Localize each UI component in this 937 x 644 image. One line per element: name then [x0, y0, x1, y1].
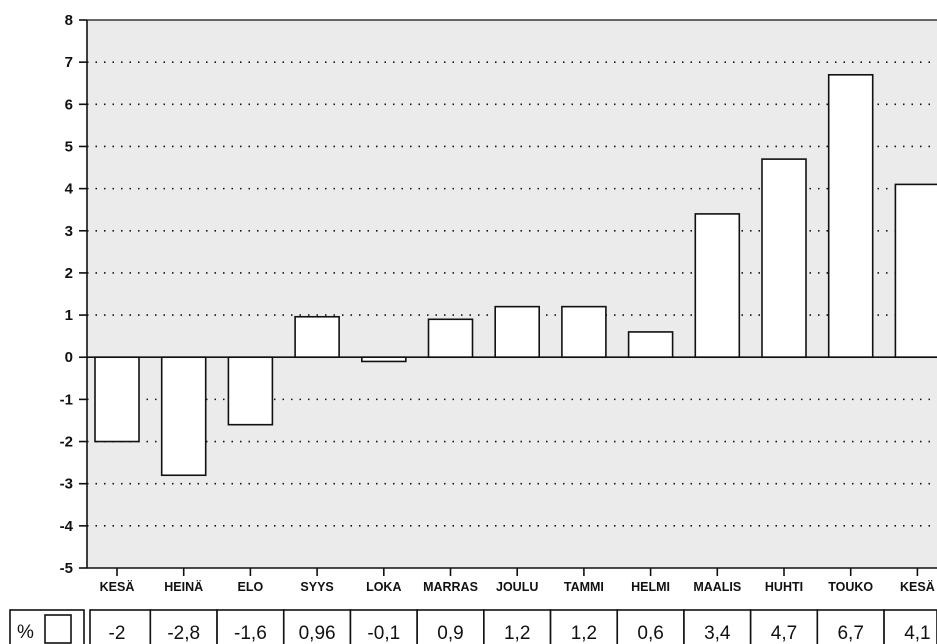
x-tick-label: ELO — [238, 580, 264, 594]
value-table: % -2 -2,8 -1,6 0,96 -0,1 0,9 1,2 1,2 0,6 3,4 4,7 6,7… — [9, 609, 937, 644]
bar — [627, 331, 674, 359]
bar — [894, 183, 937, 359]
bar — [294, 315, 340, 359]
bar — [427, 318, 474, 359]
table-value: 3,4 — [704, 623, 731, 644]
x-tick-label: TAMMI — [564, 580, 604, 594]
y-tick-label: 0 — [65, 349, 73, 366]
x-tick-label: KESÄ — [100, 579, 135, 594]
y-tick-label: -4 — [60, 518, 74, 535]
table-value: 6,7 — [837, 623, 863, 644]
legend-swatch — [44, 614, 72, 644]
x-tick-label: MARRAS — [423, 580, 478, 594]
table-value: -2 — [109, 623, 126, 644]
y-tick-label: 5 — [65, 138, 73, 155]
table-value: -1,6 — [234, 623, 267, 644]
y-tick-label: 4 — [65, 181, 74, 198]
table-cell — [149, 609, 218, 644]
x-tick-label: KESÄ — [900, 579, 935, 594]
table-cell — [216, 609, 285, 644]
y-tick-label: 6 — [65, 96, 73, 113]
bar — [494, 305, 541, 359]
bar — [761, 158, 807, 359]
y-tick-label: -1 — [60, 391, 73, 408]
gridlines — [87, 61, 937, 527]
table-value: 4,7 — [771, 623, 797, 644]
table-value: -0,1 — [367, 623, 400, 644]
x-tick-label: HEINÄ — [164, 579, 203, 594]
x-tick-label: LOKA — [366, 580, 401, 594]
bar — [827, 74, 874, 359]
bar — [94, 356, 140, 443]
table-cell — [349, 609, 418, 644]
table-cell — [282, 609, 352, 644]
y-tick-label: 8 — [65, 12, 73, 29]
x-tick-label: HELMI — [631, 580, 670, 594]
y-tick-label: 1 — [65, 307, 73, 324]
x-tick-label: MAALIS — [693, 580, 741, 594]
table-value: -2,8 — [167, 623, 200, 644]
table-unit-label: % — [17, 622, 34, 643]
x-tick-label: SYYS — [300, 580, 333, 594]
table-cell — [749, 609, 819, 644]
bars — [94, 74, 937, 477]
y-tick-label: 3 — [65, 223, 73, 240]
plot-area — [87, 20, 937, 568]
y-tick-label: -3 — [60, 476, 73, 493]
table-value: 1,2 — [504, 623, 530, 644]
table-value: 4,1 — [904, 623, 930, 644]
table-cell — [416, 609, 485, 644]
x-tick-label: JOULU — [496, 580, 538, 594]
bar — [227, 356, 274, 426]
y-tick-label: 2 — [65, 265, 73, 282]
table-value: 0,9 — [437, 623, 463, 644]
y-tick-label: 7 — [65, 54, 73, 71]
table-value: 0,96 — [299, 623, 336, 644]
y-axis-ticks: 8 7 6 5 4 3 2 1 0 -1 -2 -3 -4 -5 — [60, 12, 87, 577]
x-axis-ticks: KESÄ HEINÄ ELO SYYS LOKA MARRAS JOULU TAMMI HELM… — [100, 568, 935, 594]
table-cell — [816, 609, 885, 644]
x-tick-label: HUHTI — [765, 580, 803, 594]
bar — [160, 356, 207, 477]
table-value: 1,2 — [571, 623, 597, 644]
table-value: 0,6 — [637, 623, 663, 644]
bar — [561, 305, 607, 359]
y-tick-label: -2 — [60, 434, 73, 451]
bar — [694, 213, 741, 359]
y-tick-label: -5 — [60, 560, 73, 577]
x-tick-label: TOUKO — [828, 580, 873, 594]
